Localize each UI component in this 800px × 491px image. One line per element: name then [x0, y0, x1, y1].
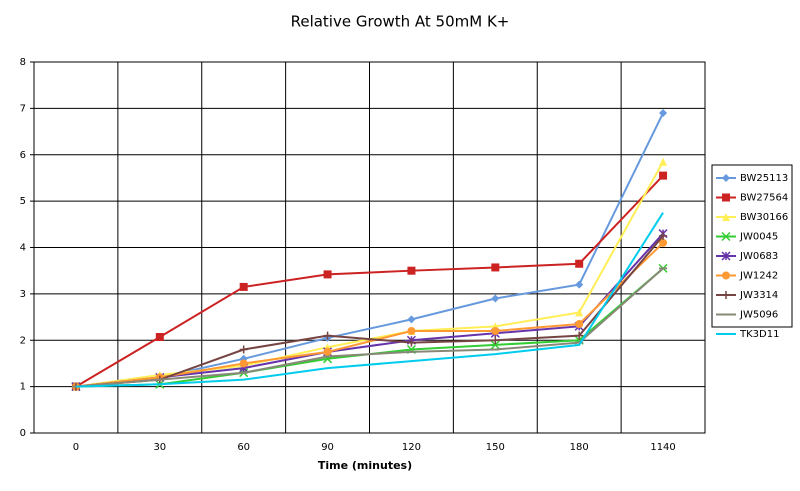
marker: [575, 308, 584, 317]
legend-label: JW3314: [739, 290, 778, 301]
marker: [239, 345, 248, 354]
marker: [407, 266, 416, 275]
marker: [323, 347, 332, 356]
marker: [659, 157, 668, 166]
legend-label: BW27564: [740, 193, 788, 204]
y-tick-label: 3: [20, 289, 26, 300]
series-line: [75, 267, 664, 388]
y-tick-label: 8: [20, 57, 26, 68]
x-tick-label: 0: [73, 442, 79, 453]
marker: [575, 259, 584, 268]
marker: [659, 171, 668, 180]
marker: [491, 294, 500, 303]
marker: [659, 238, 668, 247]
legend-label: BW25113: [740, 173, 788, 184]
x-tick-label: 120: [402, 442, 421, 453]
marker: [407, 315, 416, 324]
series-line: [75, 212, 664, 388]
x-tick-label: 60: [237, 442, 250, 453]
marker: [155, 333, 164, 342]
marker: [323, 270, 332, 279]
marker: [491, 336, 500, 345]
x-tick-label: 1140: [650, 442, 675, 453]
x-axis-label: Time (minutes): [318, 459, 412, 472]
y-tick-label: 1: [20, 382, 26, 393]
marker: [722, 174, 730, 182]
legend-label: TK3D11: [739, 329, 779, 340]
legend-label: JW1242: [739, 271, 778, 282]
marker: [323, 331, 332, 340]
legend-label: BW30166: [740, 212, 788, 223]
legend-label: JW5096: [739, 310, 778, 321]
x-tick-label: 90: [321, 442, 334, 453]
marker: [721, 231, 731, 242]
y-tick-label: 4: [20, 243, 26, 254]
marker: [407, 326, 416, 335]
marker: [239, 359, 248, 368]
legend-label: JW0683: [739, 251, 778, 262]
legend-label: JW0045: [739, 232, 778, 243]
x-tick-label: 180: [570, 442, 589, 453]
series-line: [75, 235, 664, 388]
chart-title: Relative Growth At 50mM K+: [291, 13, 510, 31]
y-tick-label: 7: [20, 103, 26, 114]
marker: [659, 109, 668, 118]
marker: [490, 340, 500, 350]
marker: [575, 280, 584, 289]
marker: [239, 282, 248, 291]
y-tick-label: 0: [20, 428, 26, 439]
x-tick-label: 30: [153, 442, 166, 453]
legend-box: [711, 164, 793, 328]
marker: [721, 251, 731, 261]
marker: [575, 331, 584, 340]
x-tick-label: 150: [486, 442, 505, 453]
marker: [491, 326, 500, 335]
series-line: [75, 174, 664, 388]
marker: [659, 231, 668, 240]
marker: [722, 193, 730, 202]
marker: [491, 263, 500, 272]
marker: [722, 271, 730, 280]
marker: [722, 291, 730, 299]
y-tick-label: 5: [20, 196, 26, 207]
marker: [575, 320, 584, 329]
marker: [407, 338, 416, 347]
y-tick-label: 2: [20, 335, 26, 346]
y-tick-label: 6: [20, 150, 26, 161]
marker: [722, 213, 730, 221]
